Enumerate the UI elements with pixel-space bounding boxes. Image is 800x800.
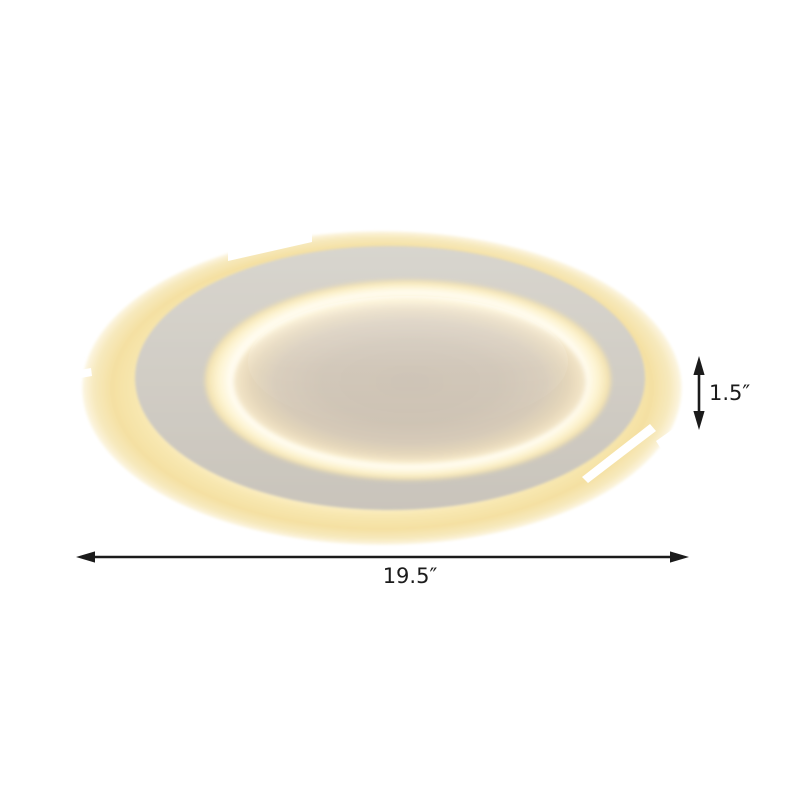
arrowhead-up	[693, 356, 705, 375]
rim-notch-right-cut	[582, 424, 656, 483]
rim-notches	[74, 216, 683, 483]
arrowhead-left	[76, 551, 95, 563]
width-dimension-arrow	[76, 551, 689, 563]
thickness-dimension-label: 1.5″	[709, 381, 751, 405]
width-dimension-label: 19.5″	[382, 564, 438, 588]
center-panel-sheen	[248, 296, 568, 428]
rim-notch-top	[228, 216, 312, 261]
arrowhead-right	[670, 551, 689, 563]
arrowhead-down	[693, 411, 705, 430]
thickness-dimension-arrow	[693, 356, 705, 430]
ceiling-light	[74, 216, 683, 545]
rim-notch-left	[74, 368, 92, 379]
rim-notch-right-step	[656, 427, 683, 452]
